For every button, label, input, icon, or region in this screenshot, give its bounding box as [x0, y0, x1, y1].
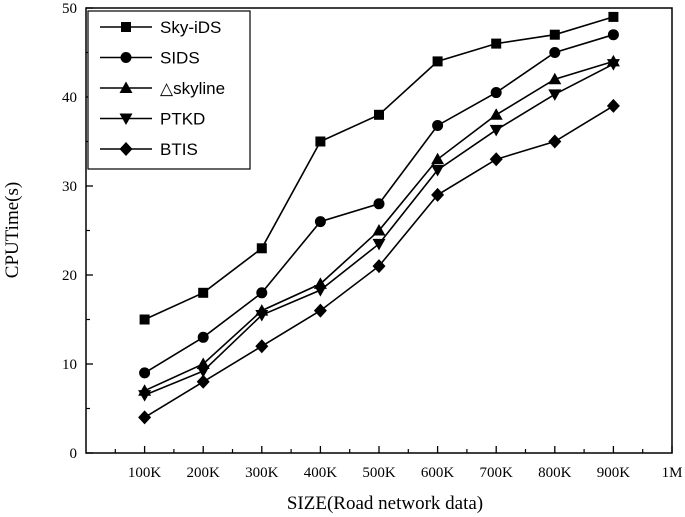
- data-point: [432, 119, 444, 131]
- x-tick-label: 700K: [480, 465, 514, 481]
- y-tick-label: 50: [62, 1, 77, 17]
- data-point: [255, 339, 269, 354]
- data-point: [549, 29, 560, 40]
- x-tick-label: 900K: [597, 465, 631, 481]
- data-point: [313, 303, 327, 318]
- x-tick-label: 400K: [304, 465, 338, 481]
- legend-item: △skyline: [100, 79, 225, 98]
- legend-marker: [120, 52, 132, 63]
- data-point: [255, 310, 269, 322]
- data-point: [549, 47, 561, 58]
- data-point: [198, 287, 209, 298]
- series-2: [139, 29, 619, 379]
- x-tick-label: 800K: [538, 465, 572, 481]
- legend-marker: [119, 142, 133, 156]
- data-point: [372, 224, 386, 236]
- data-point: [548, 72, 562, 85]
- data-point: [606, 59, 620, 71]
- legend: Sky-iDS SIDS △skyline PTKD BTIS: [87, 10, 251, 170]
- data-point: [548, 134, 562, 149]
- x-tick-label: 200K: [187, 465, 221, 481]
- series-layer: [138, 11, 620, 425]
- data-point: [372, 238, 386, 251]
- data-point: [608, 11, 619, 22]
- legend-label: △skyline: [160, 79, 225, 98]
- series-4: [138, 59, 620, 402]
- legend-box: [87, 10, 251, 170]
- x-tick-label: 100K: [128, 465, 162, 481]
- y-tick-label: 0: [70, 446, 78, 462]
- data-point: [606, 98, 620, 113]
- data-point: [256, 243, 267, 254]
- data-point: [490, 87, 502, 99]
- legend-item: PTKD: [100, 110, 205, 129]
- series-5: [138, 98, 620, 425]
- data-point: [374, 109, 384, 120]
- legend-marker: [121, 22, 131, 32]
- x-tick-label: 600K: [421, 465, 455, 481]
- x-tick-label: 500K: [362, 465, 396, 481]
- data-point: [139, 367, 151, 379]
- legend-marker: [119, 81, 133, 93]
- ticks: 0 10 20 30 40 50 100K 200K 300K 400K 500K 600K 700K 8…: [62, 1, 682, 481]
- data-point: [314, 216, 326, 228]
- data-point: [431, 152, 445, 165]
- legend-label: SIDS: [160, 49, 200, 68]
- data-point: [432, 56, 443, 67]
- data-point: [489, 124, 503, 137]
- data-point: [256, 287, 268, 299]
- data-point: [197, 331, 209, 343]
- data-point: [548, 89, 562, 101]
- data-point: [313, 285, 327, 297]
- data-point: [373, 198, 385, 210]
- y-tick-label: 30: [62, 179, 77, 195]
- data-point: [489, 152, 503, 167]
- y-tick-label: 40: [62, 90, 77, 106]
- x-axis-title: SIZE(Road network data): [287, 493, 483, 514]
- y-tick-label: 20: [62, 268, 77, 284]
- legend-item: SIDS: [100, 49, 200, 68]
- data-point: [196, 374, 210, 389]
- data-point: [372, 259, 386, 274]
- data-point: [431, 187, 445, 202]
- data-point: [196, 366, 210, 378]
- legend-label: Sky-iDS: [160, 18, 221, 37]
- x-tick-label: 1M: [662, 465, 683, 481]
- legend-marker: [119, 113, 133, 125]
- data-point: [138, 410, 152, 425]
- data-point: [607, 29, 619, 41]
- data-point: [489, 108, 503, 120]
- x-tick-label: 300K: [245, 465, 279, 481]
- legend-item: BTIS: [100, 140, 198, 159]
- legend-label: BTIS: [160, 140, 198, 159]
- data-point: [491, 38, 502, 49]
- y-axis-title: CPUTime(s): [2, 182, 23, 278]
- legend-item: Sky-iDS: [100, 18, 221, 37]
- y-tick-label: 10: [62, 357, 77, 373]
- series-1: [139, 11, 619, 325]
- data-point: [431, 164, 445, 177]
- data-point: [138, 390, 152, 402]
- data-point: [315, 136, 326, 147]
- legend-label: PTKD: [160, 110, 205, 129]
- data-point: [139, 314, 150, 325]
